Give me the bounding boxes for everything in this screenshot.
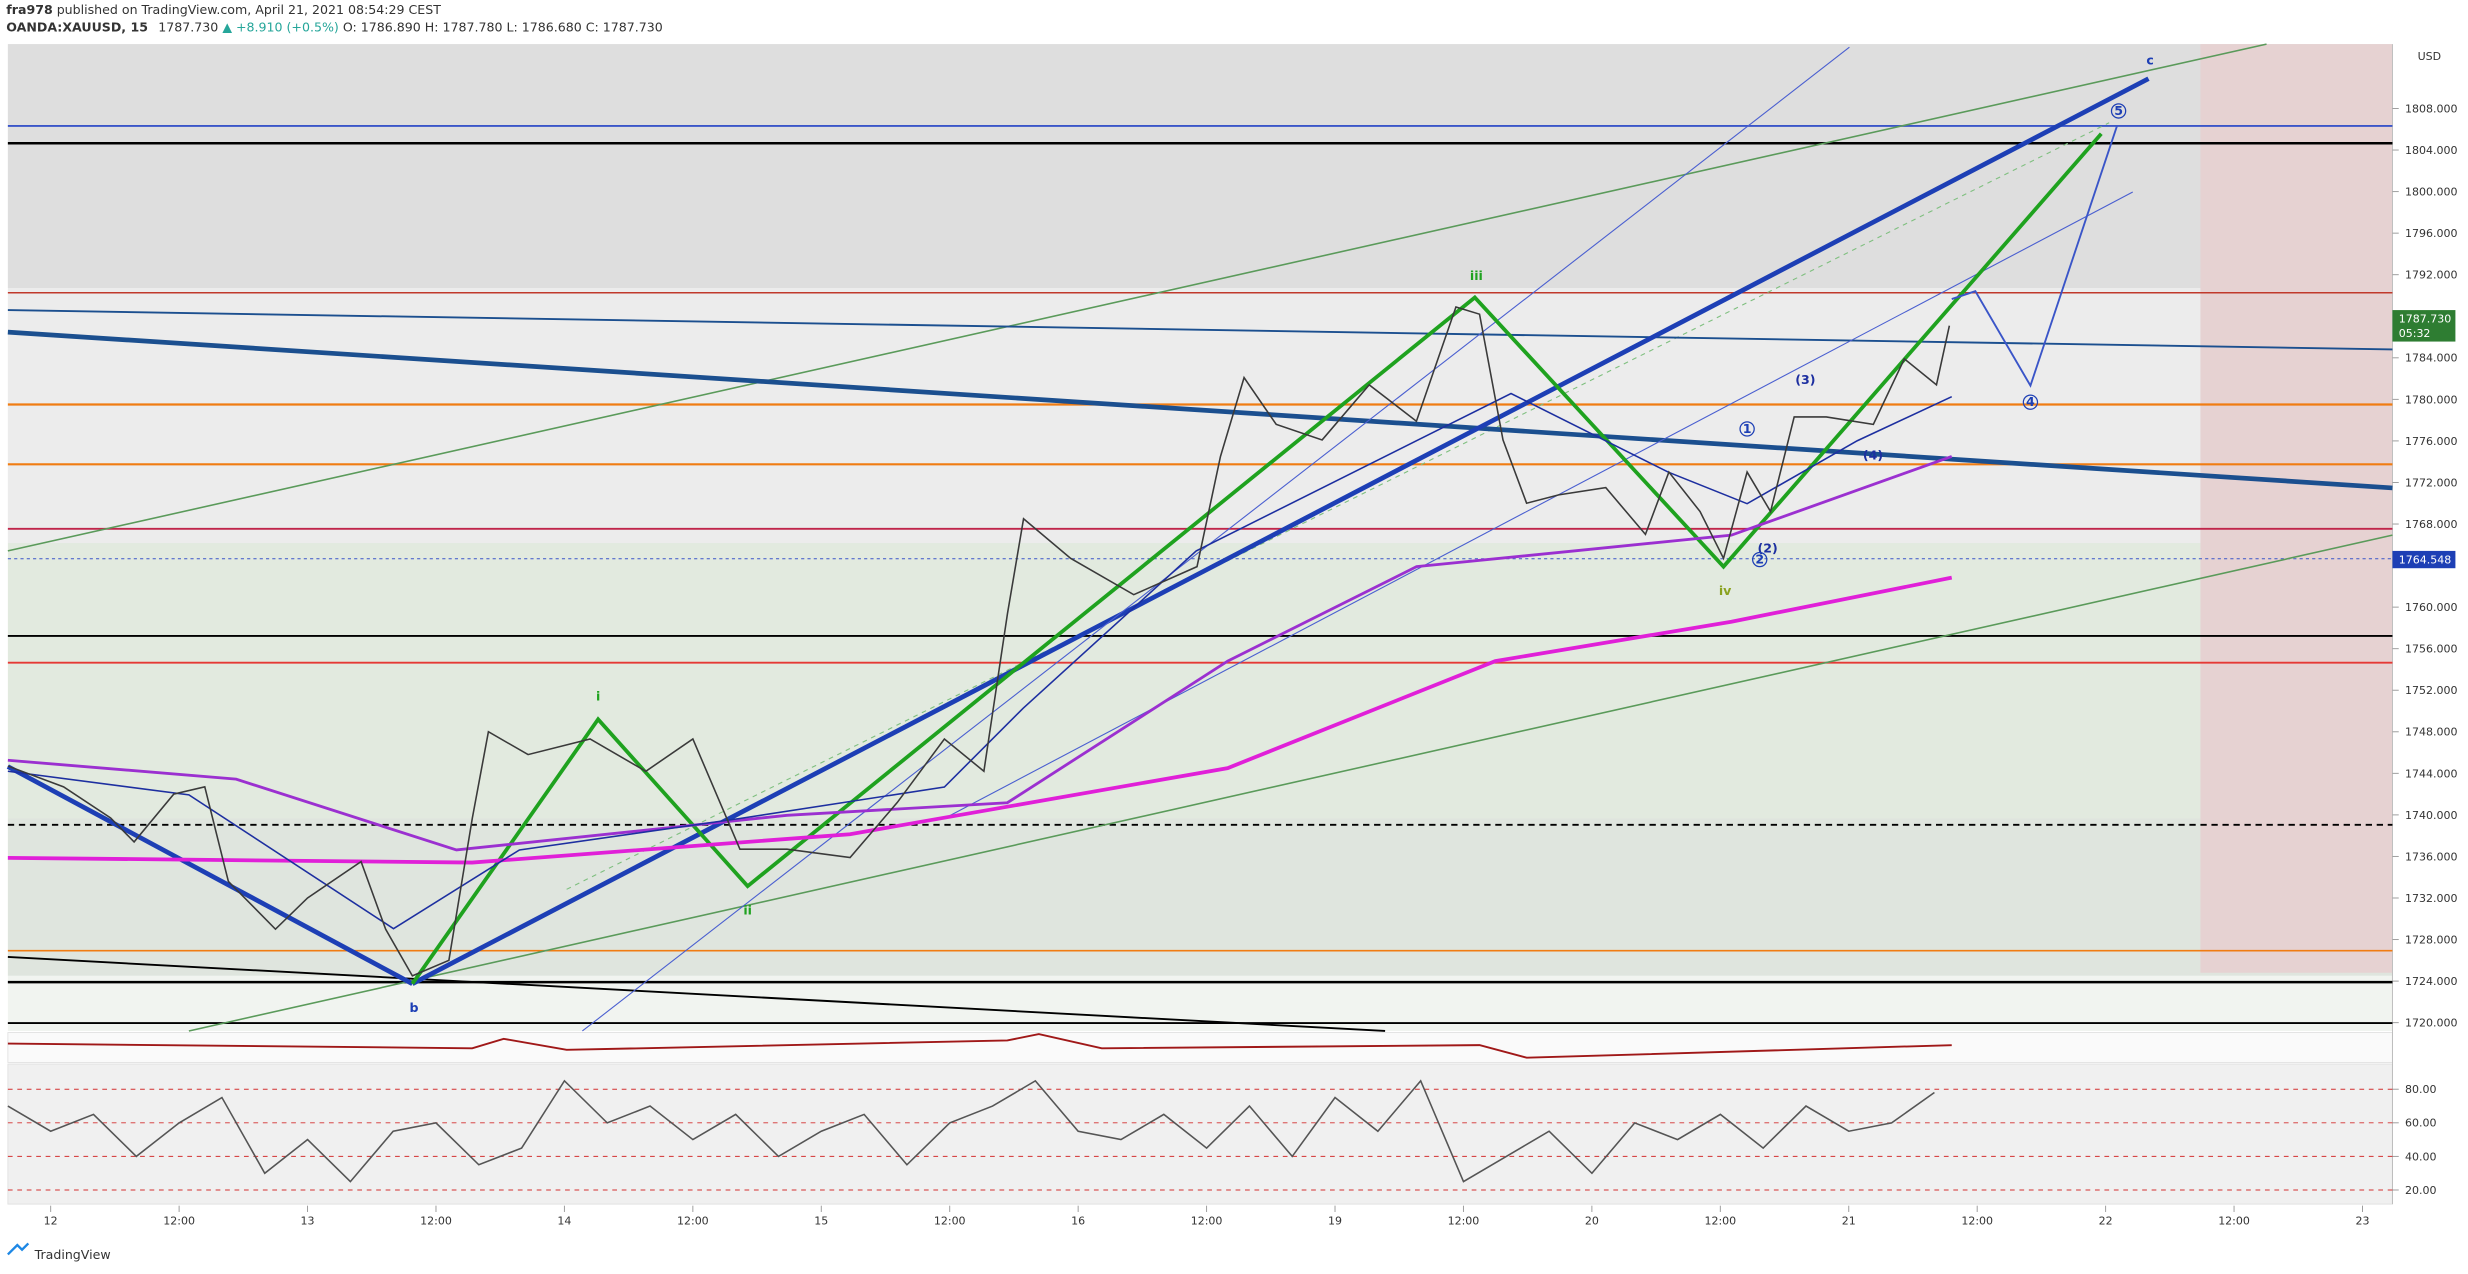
y-tick-label: 1768.000 bbox=[2405, 518, 2458, 531]
level-label: 1764.548 bbox=[2399, 553, 2452, 566]
change: ▲ +8.910 (+0.5%) bbox=[222, 19, 339, 34]
symbol: OANDA:XAUUSD, 15 bbox=[6, 19, 148, 34]
x-tick-label: 23 bbox=[2355, 1215, 2369, 1228]
y-tick-label: 1760.000 bbox=[2405, 601, 2458, 614]
y-tick-label: 1728.000 bbox=[2405, 933, 2458, 946]
price-tags: USD 1787.730 05:32 1764.548 bbox=[2392, 50, 2456, 569]
wave-circle bbox=[2022, 394, 2039, 410]
wave-label: ii bbox=[743, 902, 752, 917]
wave-label: iv bbox=[1719, 583, 1732, 598]
header-line-2: OANDA:XAUUSD, 15 1787.730 ▲ +8.910 (+0.5… bbox=[6, 19, 663, 34]
brand: TradingView bbox=[34, 1247, 111, 1262]
x-tick-label: 14 bbox=[557, 1215, 571, 1228]
x-tick-label: 22 bbox=[2099, 1215, 2113, 1228]
y-tick-label: 1720.000 bbox=[2405, 1017, 2458, 1030]
y-tick-label: 1780.000 bbox=[2405, 393, 2458, 406]
low: L: 1786.680 bbox=[507, 19, 582, 34]
y-tick-label: 1740.000 bbox=[2405, 809, 2458, 822]
x-tick-label: 12:00 bbox=[1448, 1215, 1480, 1228]
price-line bbox=[7, 305, 1951, 977]
x-tick-label: 12:00 bbox=[1961, 1215, 1993, 1228]
y-tick-label: 1784.000 bbox=[2405, 352, 2458, 365]
wave-label: 1 bbox=[1743, 421, 1752, 436]
last-price-label: 1787.730 bbox=[2399, 313, 2452, 326]
y-tick-label: 1736.000 bbox=[2405, 850, 2458, 863]
x-tick-label: 21 bbox=[1842, 1215, 1856, 1228]
wave-label: 2 bbox=[1755, 551, 1764, 566]
wave-label: 4 bbox=[2026, 394, 2035, 409]
price-line bbox=[7, 1079, 1935, 1183]
high: H: 1787.780 bbox=[425, 19, 503, 34]
y-tick-label: 1776.000 bbox=[2405, 435, 2458, 448]
published: published on TradingView.com, April 21, … bbox=[57, 2, 441, 17]
y-tick-label: 1724.000 bbox=[2405, 975, 2458, 988]
wave-circle bbox=[1739, 421, 1755, 437]
y-tick-label: 1808.000 bbox=[2405, 102, 2458, 115]
publisher: fra978 bbox=[6, 2, 52, 17]
x-tick-label: 15 bbox=[814, 1215, 828, 1228]
x-tick-label: 16 bbox=[1071, 1215, 1085, 1228]
wave-circle bbox=[1751, 551, 1768, 568]
y-tick-label: 1748.000 bbox=[2405, 726, 2458, 739]
wave-circle bbox=[2110, 103, 2127, 119]
wave-label: (3) bbox=[1795, 372, 1815, 387]
levels bbox=[7, 124, 2393, 1025]
y-tick-label: 1744.000 bbox=[2405, 767, 2458, 780]
drawings bbox=[6, 43, 2393, 1059]
y-tick-label: 1792.000 bbox=[2405, 269, 2458, 282]
x-tick-label: 12:00 bbox=[934, 1215, 966, 1228]
background bbox=[7, 44, 2393, 1205]
x-tick-label: 19 bbox=[1328, 1215, 1342, 1228]
x-tick-label: 12:00 bbox=[677, 1215, 709, 1228]
plots: 1720.000 1724.000 1728.000 1732.000 1736.000… bbox=[7, 53, 2458, 1228]
y-tick-label: 1756.000 bbox=[2405, 643, 2458, 656]
y-tick-label: 40.00 bbox=[2405, 1150, 2437, 1163]
y-tick-label: 1800.000 bbox=[2405, 186, 2458, 199]
logo bbox=[7, 1242, 30, 1256]
wave-label: 5 bbox=[2114, 103, 2123, 118]
open: O: 1786.890 bbox=[343, 19, 421, 34]
wave-label: (4) bbox=[1863, 448, 1883, 463]
y-tick-label: 1772.000 bbox=[2405, 476, 2458, 489]
x-tick-label: 12 bbox=[44, 1215, 58, 1228]
x-tick-label: 12:00 bbox=[1704, 1215, 1736, 1228]
close: C: 1787.730 bbox=[586, 19, 663, 34]
countdown: 05:32 bbox=[2399, 327, 2431, 340]
x-tick-label: 12:00 bbox=[163, 1215, 195, 1228]
y-tick-label: 80.00 bbox=[2405, 1083, 2437, 1096]
wave-label: i bbox=[596, 688, 600, 703]
wave-label: (2) bbox=[1757, 540, 1777, 555]
wave-label: b bbox=[409, 1000, 418, 1015]
wave-label: iii bbox=[1470, 268, 1483, 283]
x-tick-label: 12:00 bbox=[420, 1215, 452, 1228]
x-tick-label: 13 bbox=[301, 1215, 315, 1228]
y-tick-label: 1732.000 bbox=[2405, 892, 2458, 905]
header-line-1: fra978 published on TradingView.com, Apr… bbox=[6, 2, 441, 17]
y-tick-label: 1796.000 bbox=[2405, 227, 2458, 240]
y-tick-label: 60.00 bbox=[2405, 1117, 2437, 1130]
x-tick-label: 12:00 bbox=[1191, 1215, 1223, 1228]
price: 1787.730 bbox=[158, 19, 218, 34]
x-tick-label: 12:00 bbox=[2218, 1215, 2250, 1228]
y-tick-label: 1752.000 bbox=[2405, 684, 2458, 697]
y-tick-label: 1804.000 bbox=[2405, 144, 2458, 157]
wave-label: c bbox=[2146, 53, 2153, 68]
currency: USD bbox=[2418, 50, 2442, 63]
y-tick-label: 20.00 bbox=[2405, 1184, 2437, 1197]
x-tick-label: 20 bbox=[1585, 1215, 1599, 1228]
